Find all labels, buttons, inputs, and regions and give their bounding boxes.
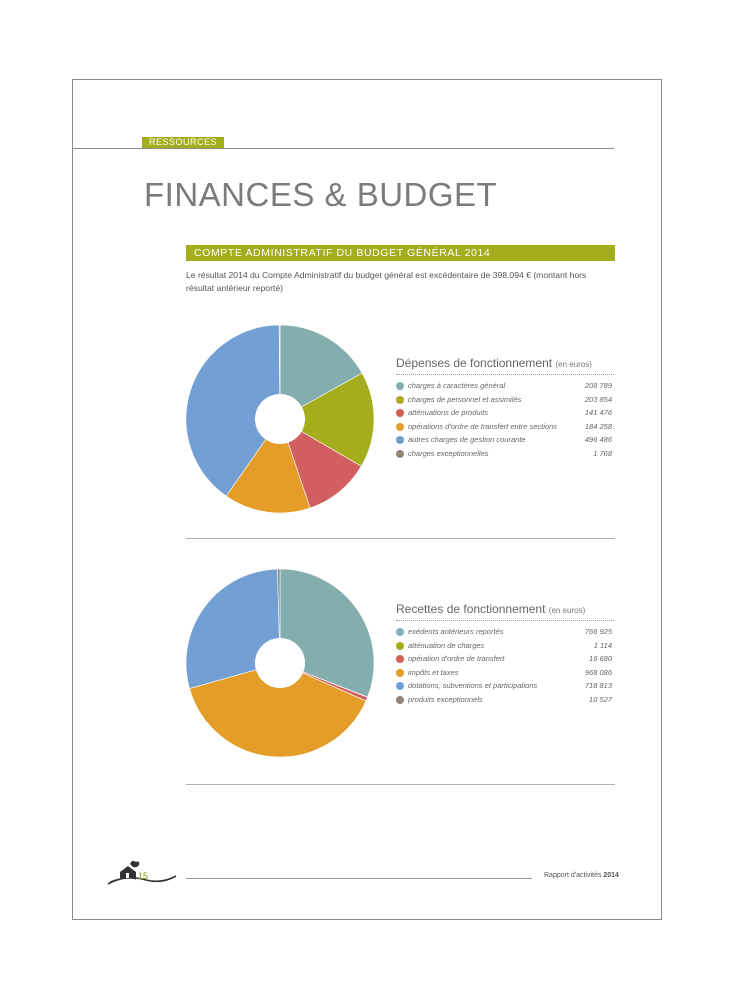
footer-report-label: Rapport d'activités 2014 (544, 872, 619, 879)
legend-label: dotations, subventions et participations (408, 681, 538, 691)
legend-label: autres charges de gestion courante (408, 435, 526, 445)
legend-list: charges à caractères général 208 789 char… (396, 379, 614, 461)
legend-swatch (396, 436, 404, 445)
donut-chart-depenses (185, 324, 375, 514)
chart-title: Dépenses de fonctionnement (396, 356, 553, 370)
section-tag: RESSOURCES (142, 137, 224, 148)
legend-value: 203 854 (584, 394, 612, 404)
legend-item: opérations d'ordre de transfert entre se… (396, 420, 614, 434)
legend-item: produits exceptionnels 10 527 (396, 693, 614, 707)
pie-slice (189, 662, 367, 758)
legend-item: charges à caractères général 208 789 (396, 379, 614, 393)
legend-item: charges de personnel et assimilés 203 854 (396, 393, 614, 407)
donut-chart-recettes (185, 568, 375, 758)
donut-hole (255, 638, 305, 688)
pie-slice (185, 324, 281, 497)
legend-value: 141 476 (584, 408, 612, 418)
legend-label: atténuations de produits (408, 408, 489, 418)
legend-value: 208 789 (584, 381, 612, 390)
legend-label: exédents antérieurs reportés (408, 627, 504, 636)
legend-label: charges à caractères général (408, 381, 506, 390)
legend-item: autres charges de gestion courante 496 48… (396, 433, 614, 447)
legend-swatch (396, 641, 404, 650)
pie-slice (279, 324, 363, 420)
chart-unit: (en euros) (555, 360, 592, 369)
legend-swatch (396, 449, 404, 458)
legend-label: charges de personnel et assimilés (408, 394, 522, 404)
legend-value: 496 486 (584, 435, 612, 445)
legend-title: Recettes de fonctionnement (en euros) (396, 602, 614, 621)
legend-item: exédents antérieurs reportés 766 925 (396, 625, 614, 639)
legend-item: opération d'ordre de transfert 16 680 (396, 652, 614, 666)
page-title: FINANCES & BUDGET (144, 176, 498, 213)
legend-value: 10 527 (589, 694, 612, 704)
legend-label: produits exceptionnels (408, 694, 483, 704)
chart-title: Recettes de fonctionnement (396, 602, 546, 616)
legend-swatch (396, 395, 404, 404)
section-subtitle: COMPTE ADMINISTRATIF DU BUDGET GÉNÉRAL 2… (186, 245, 615, 261)
pie-slice (279, 372, 375, 467)
legend-item: atténuations de produits 141 476 (396, 406, 614, 420)
report-label: Rapport d'activités (544, 872, 602, 879)
legend-item: dotations, subventions et participations… (396, 679, 614, 693)
section-divider (186, 784, 615, 785)
pie-slice (225, 418, 311, 514)
donut-hole (255, 394, 305, 444)
legend-swatch (396, 422, 404, 431)
chart-unit: (en euros) (548, 606, 586, 615)
page-frame (72, 79, 662, 920)
legend-value: 1 114 (593, 640, 612, 650)
legend-depenses: Dépenses de fonctionnement (en euros) ch… (396, 356, 614, 461)
legend-label: opérations d'ordre de transfert entre se… (408, 421, 558, 431)
header-rule (72, 148, 614, 149)
legend-value: 184 258 (584, 421, 612, 431)
page-number: 15 (138, 871, 149, 881)
legend-value: 16 680 (589, 654, 612, 664)
pie-slice (279, 418, 362, 509)
footer-rule (186, 878, 532, 879)
legend-label: charges exceptionnelles (408, 448, 489, 458)
legend-list: exédents antérieurs reportés 766 925 atté… (396, 625, 614, 707)
legend-swatch (396, 409, 404, 418)
legend-swatch (396, 682, 404, 691)
legend-swatch (396, 668, 404, 677)
legend-recettes: Recettes de fonctionnement (en euros) ex… (396, 602, 614, 707)
intro-text: Le résultat 2014 du Compte Administratif… (186, 270, 587, 293)
legend-swatch (396, 655, 404, 664)
legend-item: charges exceptionnelles 1 768 (396, 447, 614, 461)
legend-label: atténuation de charges (408, 640, 485, 650)
house-landscape-logo-icon (107, 860, 177, 885)
legend-value: 766 925 (584, 627, 612, 636)
section-divider (186, 538, 615, 539)
legend-item: impôts et taxes 968 086 (396, 666, 614, 680)
legend-label: opération d'ordre de transfert (408, 654, 505, 664)
legend-item: atténuation de charges 1 114 (396, 639, 614, 653)
report-year: 2014 (603, 872, 619, 879)
legend-swatch (396, 382, 404, 390)
legend-swatch (396, 695, 404, 704)
legend-value: 1 768 (593, 448, 612, 458)
legend-label: impôts et taxes (408, 667, 459, 677)
legend-title: Dépenses de fonctionnement (en euros) (396, 356, 614, 375)
legend-value: 718 813 (584, 681, 612, 691)
legend-value: 968 086 (584, 667, 612, 677)
legend-swatch (396, 628, 404, 636)
